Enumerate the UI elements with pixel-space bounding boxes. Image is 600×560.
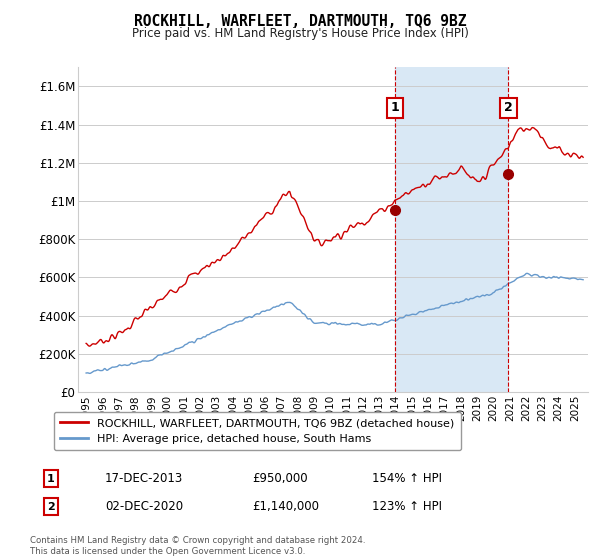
Text: 1: 1 xyxy=(47,474,55,484)
Text: 123% ↑ HPI: 123% ↑ HPI xyxy=(372,500,442,514)
Text: 17-DEC-2013: 17-DEC-2013 xyxy=(105,472,183,486)
Text: 2: 2 xyxy=(47,502,55,512)
Bar xyxy=(395,67,508,392)
Text: 2: 2 xyxy=(504,101,513,114)
Text: ROCKHILL, WARFLEET, DARTMOUTH, TQ6 9BZ: ROCKHILL, WARFLEET, DARTMOUTH, TQ6 9BZ xyxy=(134,14,466,29)
Text: 154% ↑ HPI: 154% ↑ HPI xyxy=(372,472,442,486)
Text: £950,000: £950,000 xyxy=(252,472,308,486)
Text: 02-DEC-2020: 02-DEC-2020 xyxy=(105,500,183,514)
Text: Price paid vs. HM Land Registry's House Price Index (HPI): Price paid vs. HM Land Registry's House … xyxy=(131,27,469,40)
Text: Contains HM Land Registry data © Crown copyright and database right 2024.
This d: Contains HM Land Registry data © Crown c… xyxy=(30,536,365,556)
Legend: ROCKHILL, WARFLEET, DARTMOUTH, TQ6 9BZ (detached house), HPI: Average price, det: ROCKHILL, WARFLEET, DARTMOUTH, TQ6 9BZ (… xyxy=(53,412,461,450)
Text: 1: 1 xyxy=(391,101,399,114)
Text: £1,140,000: £1,140,000 xyxy=(252,500,319,514)
